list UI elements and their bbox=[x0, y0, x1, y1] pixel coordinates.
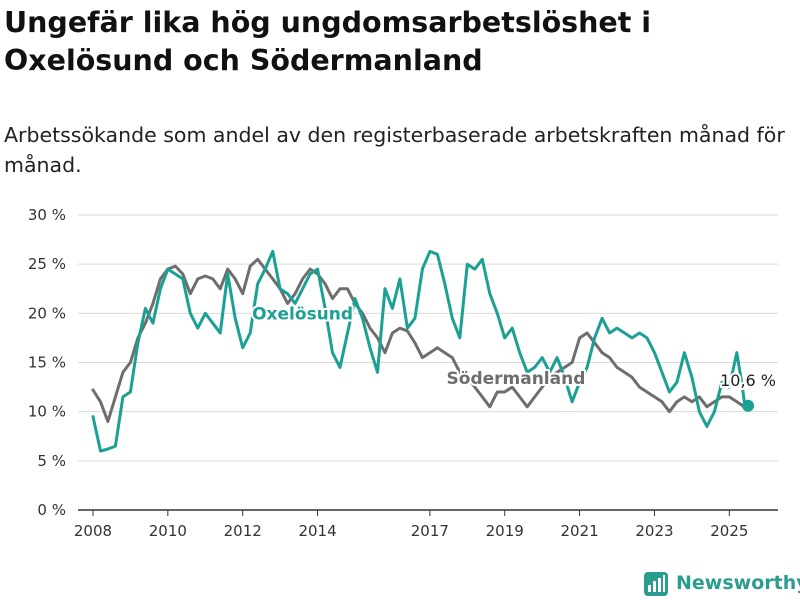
x-tick-label: 2025 bbox=[710, 522, 748, 540]
newsworthy-logo: Newsworthy bbox=[644, 568, 800, 598]
y-tick-label: 20 % bbox=[28, 304, 66, 322]
x-tick-label: 2014 bbox=[298, 522, 336, 540]
series-label-sodermanland: Södermanland bbox=[447, 369, 586, 389]
axis-layer: 0 % 5 % 10 % 15 % 20 % 25 % 30 % 2008 2010 2012 20… bbox=[28, 206, 749, 540]
x-tick-label: 2012 bbox=[224, 522, 262, 540]
series-line-oxelosund bbox=[91, 249, 750, 453]
y-tick-label: 30 % bbox=[28, 206, 66, 224]
newsworthy-logo-icon bbox=[644, 572, 668, 596]
x-tick-label: 2017 bbox=[411, 522, 449, 540]
x-tick-label: 2019 bbox=[486, 522, 524, 540]
end-value-label: 10,6 % bbox=[720, 371, 776, 390]
y-tick-label: 25 % bbox=[28, 255, 66, 273]
x-tick-label: 2008 bbox=[74, 522, 112, 540]
page-title: Ungefär lika hög ungdomsarbetslöshet i O… bbox=[4, 6, 652, 77]
label-layer: Oxelösund Södermanland 10,6 % bbox=[250, 302, 778, 412]
x-tick-label: 2023 bbox=[635, 522, 673, 540]
x-tick-label: 2021 bbox=[561, 522, 599, 540]
series-layer bbox=[91, 249, 750, 453]
series-label-oxelosund: Oxelösund bbox=[252, 304, 353, 324]
series-line-sodermanland bbox=[91, 257, 750, 423]
line-chart: 0 % 5 % 10 % 15 % 20 % 25 % 30 % 2008 2010 2012 20… bbox=[28, 206, 778, 540]
y-tick-label: 10 % bbox=[28, 403, 66, 421]
x-tick-label: 2010 bbox=[149, 522, 187, 540]
y-tick-label: 5 % bbox=[37, 452, 66, 470]
chart-subtitle: Arbetssökande som andel av den registerb… bbox=[4, 123, 785, 177]
newsworthy-logo-text: Newsworthy bbox=[676, 572, 800, 594]
grid-layer bbox=[78, 214, 778, 511]
y-tick-label: 15 % bbox=[28, 354, 66, 372]
end-point-marker bbox=[742, 399, 755, 412]
y-tick-label: 0 % bbox=[37, 501, 66, 519]
